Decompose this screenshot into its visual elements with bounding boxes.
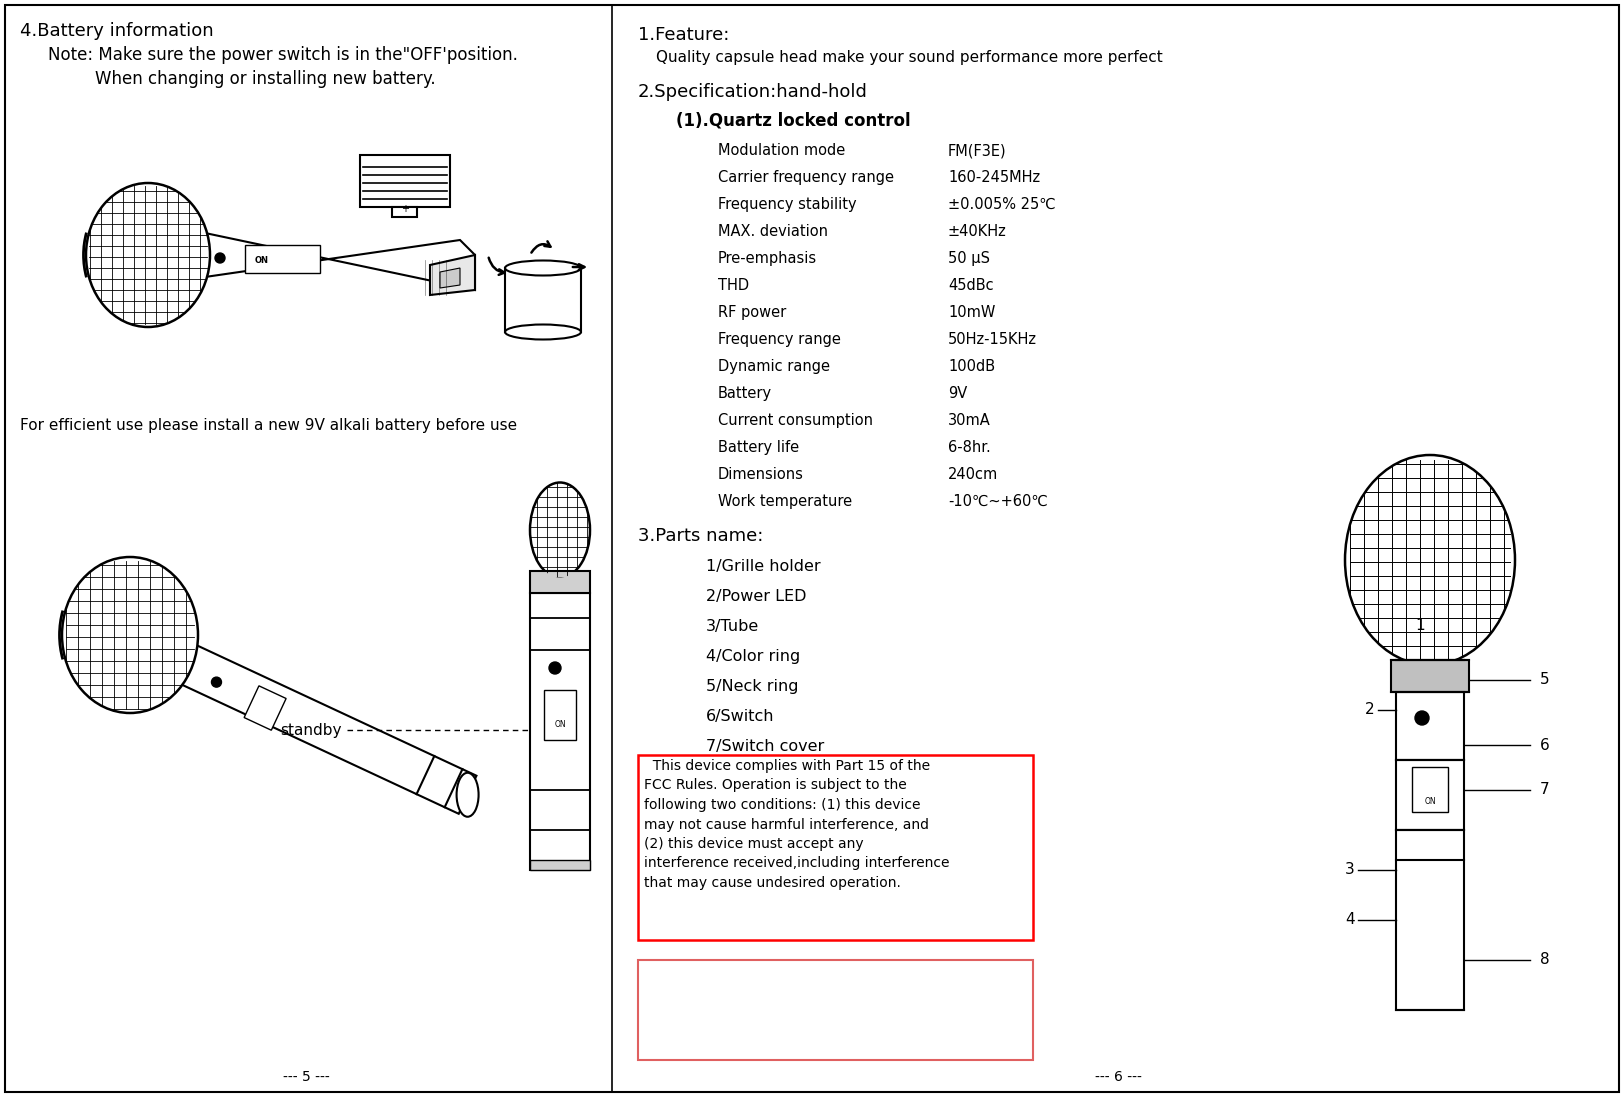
Text: 5: 5 — [1539, 672, 1548, 688]
Text: 7: 7 — [1539, 782, 1548, 798]
Text: 6: 6 — [1539, 737, 1548, 753]
Bar — [245, 245, 320, 273]
Bar — [529, 572, 589, 593]
Text: Work temperature: Work temperature — [717, 494, 852, 509]
Ellipse shape — [505, 325, 581, 339]
Text: --- 6 ---: --- 6 --- — [1094, 1070, 1141, 1084]
Text: Current consumption: Current consumption — [717, 412, 873, 428]
Text: 1/Grille holder: 1/Grille holder — [706, 559, 820, 574]
Ellipse shape — [456, 772, 479, 817]
Ellipse shape — [86, 183, 209, 327]
Text: ON: ON — [255, 256, 269, 265]
Text: Dimensions: Dimensions — [717, 467, 803, 482]
Text: Battery: Battery — [717, 386, 771, 402]
Text: 6/Switch: 6/Switch — [706, 709, 774, 724]
Text: 8/Tail tube: 8/Tail tube — [706, 769, 789, 784]
Bar — [544, 690, 576, 740]
Circle shape — [549, 661, 560, 674]
Text: For efficient use please install a new 9V alkali battery before use: For efficient use please install a new 9… — [19, 418, 516, 433]
Text: ±40KHz: ±40KHz — [948, 224, 1006, 239]
Text: 1: 1 — [1415, 618, 1423, 633]
Text: 3: 3 — [1344, 862, 1354, 878]
Text: standby: standby — [279, 723, 341, 737]
Text: RF power: RF power — [717, 305, 786, 320]
Text: 5/Neck ring: 5/Neck ring — [706, 679, 799, 694]
Text: 45dBc: 45dBc — [948, 278, 993, 293]
Text: 8: 8 — [1539, 952, 1548, 968]
Text: 4: 4 — [1344, 913, 1354, 927]
Ellipse shape — [529, 483, 589, 577]
Bar — [360, 155, 450, 207]
Text: Modulation mode: Modulation mode — [717, 143, 844, 158]
Text: THD: THD — [717, 278, 748, 293]
Bar — [1391, 660, 1469, 692]
Text: 4/Color ring: 4/Color ring — [706, 649, 800, 664]
Text: Frequency range: Frequency range — [717, 332, 841, 347]
Text: FM(F3E): FM(F3E) — [948, 143, 1006, 158]
Polygon shape — [204, 233, 474, 290]
Text: Pre-emphasis: Pre-emphasis — [717, 251, 816, 265]
Text: When changing or installing new battery.: When changing or installing new battery. — [94, 70, 435, 88]
Text: Dynamic range: Dynamic range — [717, 359, 829, 374]
Circle shape — [211, 677, 221, 687]
Text: 2.Specification:hand-hold: 2.Specification:hand-hold — [638, 83, 867, 101]
Text: -10℃~+60℃: -10℃~+60℃ — [948, 494, 1047, 509]
Text: 240cm: 240cm — [948, 467, 998, 482]
Text: ON: ON — [1423, 798, 1435, 806]
Bar — [1410, 767, 1448, 812]
Bar — [1396, 830, 1462, 1010]
Ellipse shape — [505, 260, 581, 275]
Text: Note: Make sure the power switch is in the"OFF'position.: Note: Make sure the power switch is in t… — [49, 46, 518, 64]
Text: ON: ON — [553, 720, 565, 730]
Text: Carrier frequency range: Carrier frequency range — [717, 170, 893, 185]
Text: 50 μS: 50 μS — [948, 251, 990, 265]
Text: 50Hz-15KHz: 50Hz-15KHz — [948, 332, 1037, 347]
Text: This device complies with Part 15 of the
FCC Rules. Operation is subject to the
: This device complies with Part 15 of the… — [644, 759, 949, 890]
Polygon shape — [430, 255, 474, 295]
Bar — [391, 207, 417, 217]
Text: MAX. deviation: MAX. deviation — [717, 224, 828, 239]
Text: 2: 2 — [1365, 702, 1375, 717]
Text: Battery life: Battery life — [717, 440, 799, 455]
Text: 2/Power LED: 2/Power LED — [706, 589, 807, 604]
Polygon shape — [505, 268, 581, 332]
Bar — [1396, 660, 1462, 760]
Text: Quality capsule head make your sound performance more perfect: Quality capsule head make your sound per… — [656, 50, 1162, 65]
Text: 3/Tube: 3/Tube — [706, 619, 760, 634]
Text: +: + — [401, 204, 409, 214]
Text: 9V: 9V — [948, 386, 967, 402]
Ellipse shape — [62, 557, 198, 713]
Polygon shape — [440, 268, 459, 289]
Text: 4.Battery information: 4.Battery information — [19, 22, 214, 39]
Text: ±0.005% 25℃: ±0.005% 25℃ — [948, 197, 1055, 212]
Text: 3.Parts name:: 3.Parts name: — [638, 527, 763, 545]
Ellipse shape — [1344, 455, 1514, 665]
Text: 10mW: 10mW — [948, 305, 995, 320]
Polygon shape — [177, 645, 476, 814]
Text: 30mA: 30mA — [948, 412, 990, 428]
Text: 7/Switch cover: 7/Switch cover — [706, 739, 824, 754]
Text: 160-245MHz: 160-245MHz — [948, 170, 1039, 185]
Circle shape — [214, 253, 226, 263]
Text: --- 5 ---: --- 5 --- — [282, 1070, 329, 1084]
Bar — [243, 686, 286, 731]
Bar — [1396, 760, 1462, 830]
Bar — [638, 960, 1032, 1060]
Bar — [529, 860, 589, 870]
Bar — [638, 755, 1032, 940]
Text: 100dB: 100dB — [948, 359, 995, 374]
Bar — [529, 593, 589, 870]
Circle shape — [1414, 711, 1428, 725]
Text: 6-8hr.: 6-8hr. — [948, 440, 990, 455]
Text: Frequency stability: Frequency stability — [717, 197, 855, 212]
Text: (1).Quartz locked control: (1).Quartz locked control — [675, 112, 911, 131]
Text: 1.Feature:: 1.Feature: — [638, 26, 729, 44]
